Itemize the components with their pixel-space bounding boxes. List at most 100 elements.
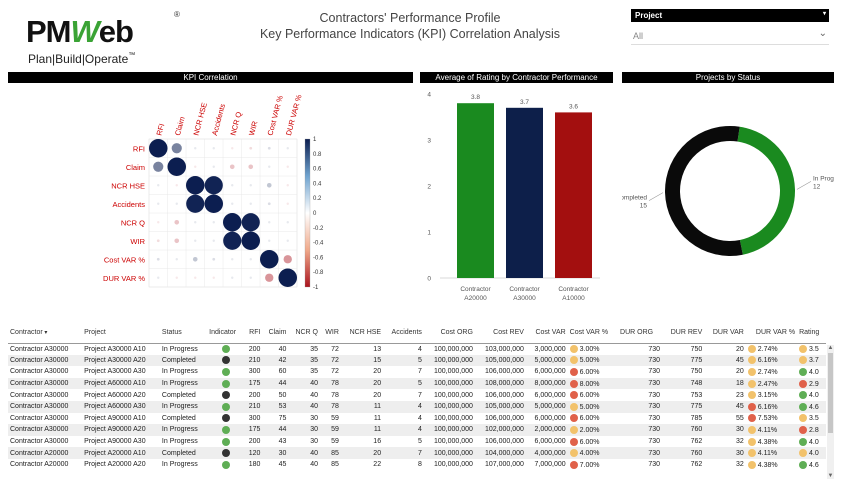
cell-value: 4.0: [807, 368, 819, 376]
cell-cost-var-pct: 7.00%: [568, 459, 618, 471]
table-row[interactable]: Contractor A30000 Project A60000 A20 Compl…: [8, 389, 826, 401]
cell-dur-org: 730: [618, 447, 663, 459]
cell-rfi: 200: [248, 438, 261, 446]
corr-cell-circle: [194, 165, 197, 168]
corr-cell-circle: [186, 176, 205, 195]
cell-status: In Progress: [161, 368, 198, 376]
column-header[interactable]: Project: [82, 323, 160, 344]
corr-cell-circle: [194, 147, 197, 150]
bar-category-label: A30000: [513, 295, 536, 302]
column-header[interactable]: Cost VAR %: [567, 323, 619, 344]
corr-cell-circle: [175, 258, 178, 261]
logo-text-pm: PM: [26, 14, 71, 49]
cell-cost-var: 5,000,000: [525, 354, 568, 367]
bar-data-label: 3.8: [471, 94, 480, 101]
column-header[interactable]: Cost VAR: [525, 323, 568, 344]
column-header[interactable]: WIR: [320, 323, 341, 344]
avg-rating-bar-chart: 0 1 2 3 4 3.8 Contractor A20000 3.7 Contractor A30…: [427, 92, 600, 302]
cell-contractor: Contractor A30000: [10, 414, 69, 422]
column-header[interactable]: Status: [159, 323, 208, 344]
cell-project: Project A90000 A10: [84, 414, 146, 422]
cell-status: In Progress: [161, 461, 198, 469]
column-header[interactable]: Accidents: [383, 323, 424, 344]
corr-cell-circle: [175, 184, 178, 187]
status-indicator-icon: [747, 345, 756, 354]
corr-colorbar-tick: -0.4: [313, 241, 324, 247]
status-indicator-icon: [569, 414, 578, 423]
cell-indicator: [207, 354, 244, 367]
cell-wir: 72: [331, 345, 339, 353]
table-row[interactable]: Contractor A30000 Project A60000 A30 In Pr…: [8, 400, 826, 413]
cell-rating: 2.9: [797, 377, 826, 390]
cell-cost-org: 100,000,000: [433, 345, 473, 353]
indicator-dot-icon: [221, 402, 230, 411]
cell-project: Project A20000 A20: [84, 461, 146, 469]
column-header[interactable]: DUR REV: [662, 323, 705, 344]
column-header[interactable]: NCR HSE: [340, 323, 384, 344]
chevron-down-icon[interactable]: ⌄: [818, 28, 827, 39]
column-header[interactable]: RFI: [243, 323, 263, 344]
corr-cell-circle: [156, 257, 160, 261]
cell-rating: 4.0: [797, 389, 826, 401]
column-header[interactable]: DUR VAR %: [745, 323, 798, 344]
slicer-selected-value: All: [633, 31, 644, 41]
page-title-line1: Contractors' Performance Profile: [319, 11, 501, 25]
cell-indicator: [207, 436, 244, 448]
table-row[interactable]: Contractor A30000 Project A30000 A30 In Pr…: [8, 366, 826, 378]
corr-cell-circle: [268, 239, 271, 242]
column-header[interactable]: DUR ORG: [618, 323, 663, 344]
table-scrollbar[interactable]: ▲ ▼: [827, 345, 834, 479]
slicer-dropdown[interactable]: All ⌄: [631, 28, 829, 45]
status-indicator-icon: [799, 402, 808, 411]
table-row[interactable]: Contractor A20000 Project A20000 A10 Compl…: [8, 447, 826, 459]
column-header[interactable]: Rating: [797, 323, 826, 344]
cell-status: In Progress: [159, 377, 208, 390]
projects-status-donut: In Progress12 Completed15: [622, 126, 834, 256]
scroll-thumb[interactable]: [828, 353, 833, 433]
cell-cost-var-pct: 6.00%: [568, 436, 618, 448]
column-header[interactable]: NCR Q: [288, 323, 320, 344]
column-header[interactable]: Claim: [262, 323, 289, 344]
cell-claim: 75: [278, 414, 287, 422]
project-slicer[interactable]: Project ▾ All ⌄: [631, 9, 829, 45]
table-row[interactable]: Contractor A30000 Project A90000 A10 Compl…: [8, 413, 826, 425]
cell-ncr-q: 35: [310, 345, 318, 353]
cell-cost-var: 2,000,000: [525, 424, 568, 436]
status-indicator-icon: [799, 379, 808, 388]
table-row[interactable]: Contractor A30000 Project A90000 A20 In Pr…: [8, 424, 826, 436]
cell-rating: 4.0: [797, 447, 826, 459]
cell-value: 6.16%: [755, 403, 778, 411]
cell-rfi: 175: [243, 377, 263, 390]
corr-row-label: WIR: [130, 237, 145, 246]
scroll-down-icon[interactable]: ▼: [827, 473, 834, 479]
table-row[interactable]: Contractor A30000 Project A90000 A30 In Pr…: [8, 436, 826, 448]
cell-value: 4.6: [807, 403, 819, 411]
cell-cost-org: 100,000,000: [423, 377, 475, 390]
corr-cell-circle: [186, 194, 205, 213]
column-header[interactable]: Indicator: [207, 323, 244, 344]
cell-cost-var-pct: 2.00%: [567, 424, 619, 436]
column-header[interactable]: Cost REV: [474, 323, 526, 344]
column-header[interactable]: Contractor ▾: [8, 323, 83, 344]
donut-leader-line: [648, 192, 664, 201]
corr-cell-circle: [268, 221, 271, 224]
cell-project: Project A90000 A20: [82, 424, 160, 436]
logo-trademark: ™: [128, 52, 136, 59]
scroll-up-icon[interactable]: ▲: [827, 345, 834, 351]
cell-status: In Progress: [159, 424, 208, 436]
bar-rect: [555, 112, 592, 279]
table-row[interactable]: Contractor A30000 Project A60000 A10 In Pr…: [8, 377, 826, 390]
table-row[interactable]: Contractor A30000 Project A30000 A20 Compl…: [8, 354, 826, 367]
indicator-dot-icon: [221, 425, 230, 434]
column-header[interactable]: Cost ORG: [423, 323, 475, 344]
corr-cell-circle: [283, 255, 292, 264]
logo-tagline-text: Plan|Build|Operate: [28, 52, 129, 66]
cell-value: 4.0: [807, 392, 819, 400]
table-row[interactable]: Contractor A30000 Project A30000 A10 In Pr…: [8, 343, 826, 355]
column-header[interactable]: DUR VAR: [704, 323, 746, 344]
bar-y-tick-label: 4: [427, 92, 431, 99]
table-row[interactable]: Contractor A20000 Project A20000 A20 In Pr…: [8, 459, 826, 471]
cell-contractor: Contractor A30000: [8, 400, 83, 413]
status-indicator-icon: [747, 437, 756, 446]
